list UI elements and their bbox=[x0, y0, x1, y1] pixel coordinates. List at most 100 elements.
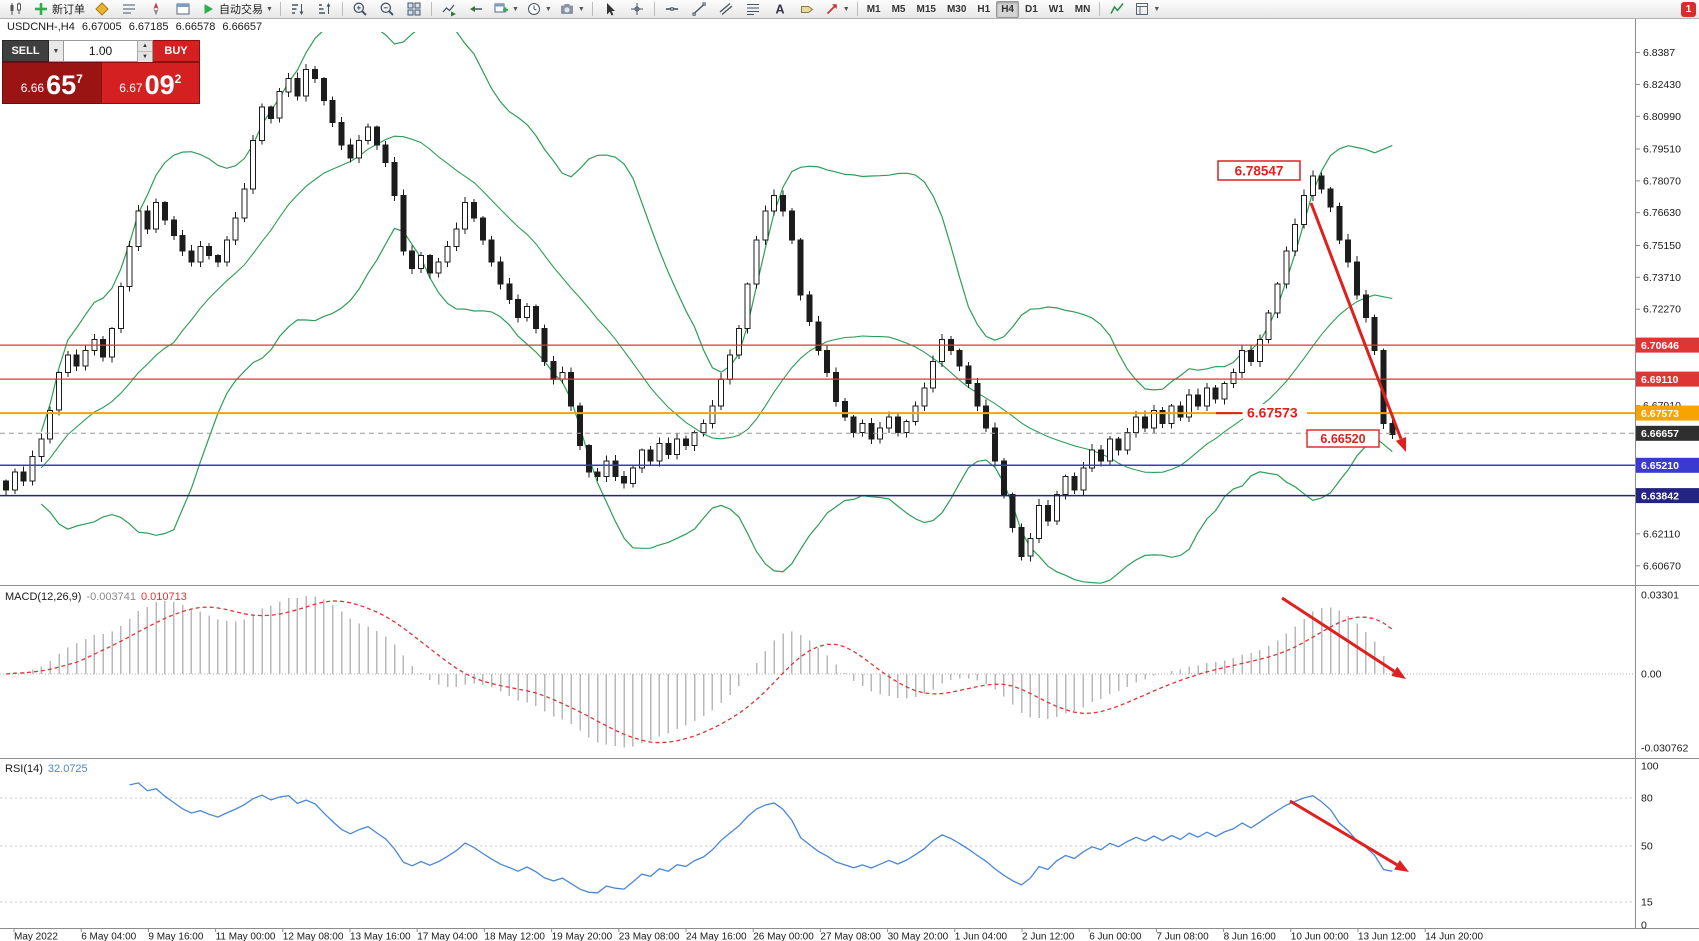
toolbar-separator bbox=[856, 2, 858, 16]
price-tag: 6.69110 bbox=[1636, 371, 1699, 387]
annotation-low-price[interactable]: 6.66520 bbox=[1306, 429, 1380, 448]
navigator-button[interactable] bbox=[143, 0, 169, 19]
timeframe-h4-button[interactable]: H4 bbox=[996, 0, 1019, 18]
volume-input[interactable] bbox=[64, 41, 137, 61]
order-type-dropdown[interactable]: ▼ bbox=[49, 40, 64, 62]
buy-button[interactable]: BUY bbox=[153, 40, 200, 62]
timeframe-m30-button[interactable]: M30 bbox=[946, 3, 967, 15]
buy-price-panel[interactable]: 6.67 09 2 bbox=[100, 62, 200, 104]
annotation-mid-price[interactable]: 6.67573 bbox=[1216, 404, 1307, 421]
auto-scroll-button[interactable] bbox=[436, 0, 462, 19]
zoom-out-button[interactable] bbox=[374, 0, 400, 19]
time-axis-label: 1 Jun 04:00 bbox=[955, 932, 1008, 941]
fibonacci-icon bbox=[745, 1, 761, 17]
chart-symbol: USDCNH-,H4 bbox=[7, 21, 75, 33]
price-axis-label: 6.62110 bbox=[1643, 528, 1680, 540]
new-window-button[interactable]: ▼ bbox=[490, 0, 522, 19]
new-chart-button[interactable] bbox=[3, 0, 29, 19]
annotation-peak-price[interactable]: 6.78547 bbox=[1217, 160, 1301, 181]
ohlc-open: 6.67005 bbox=[81, 21, 122, 33]
macd-signal-line[interactable] bbox=[5, 600, 1393, 744]
text-button[interactable]: A bbox=[767, 0, 793, 19]
zoom-out-icon bbox=[379, 1, 395, 17]
hline-icon bbox=[664, 1, 680, 17]
arrows-button[interactable]: ▼ bbox=[821, 0, 853, 19]
arrange-ascending-button[interactable] bbox=[312, 0, 338, 19]
trend-arrow[interactable] bbox=[1309, 202, 1407, 452]
zoom-in-button[interactable] bbox=[347, 0, 373, 19]
rsi-panel bbox=[0, 782, 1635, 903]
time-axis-label: 12 May 08:00 bbox=[283, 932, 344, 941]
timeframe-h1-button[interactable]: H1 bbox=[977, 3, 991, 15]
time-scale: May 2022 6 May 04:00 9 May 16:00 11 May 00:… bbox=[13, 928, 1483, 941]
diamond-icon bbox=[94, 1, 110, 17]
time-axis-label: 24 May 16:00 bbox=[686, 932, 747, 941]
price-axis-label: 6.8387 bbox=[1643, 47, 1675, 59]
price-tag: 6.70646 bbox=[1636, 337, 1699, 353]
time-axis-label: 26 May 00:00 bbox=[753, 932, 814, 941]
toolbar-separator bbox=[1099, 2, 1101, 16]
timeframe-d1-button[interactable]: D1 bbox=[1025, 3, 1038, 15]
sell-button[interactable]: SELL bbox=[2, 40, 49, 62]
cursor-button[interactable] bbox=[597, 0, 623, 19]
favorites-button[interactable] bbox=[89, 0, 115, 19]
time-axis-label: May 2022 bbox=[14, 932, 58, 941]
new-order-button[interactable]: 新订单 bbox=[30, 0, 88, 19]
clock-icon bbox=[526, 1, 542, 17]
rsi-line[interactable] bbox=[129, 782, 1393, 894]
notification-badge[interactable]: 1 bbox=[1681, 1, 1696, 17]
timeframe-m1-button[interactable]: M1 bbox=[866, 3, 881, 15]
macd-value-signal: 0.010713 bbox=[140, 591, 187, 603]
label-button[interactable] bbox=[794, 0, 820, 19]
chart-background bbox=[0, 19, 1699, 941]
time-axis-label: 18 May 12:00 bbox=[484, 932, 545, 941]
indicators-button[interactable] bbox=[1104, 0, 1130, 19]
timeframe-mn-button[interactable]: MN bbox=[1074, 3, 1091, 15]
channel-button[interactable] bbox=[713, 0, 739, 19]
snapshot-button[interactable]: ▼ bbox=[556, 0, 588, 19]
macd-axis-label: 0.00 bbox=[1641, 669, 1662, 681]
templates-button[interactable]: ▼ bbox=[1131, 0, 1163, 19]
svg-text:6.70646: 6.70646 bbox=[1641, 340, 1679, 352]
horizontal-line-button[interactable] bbox=[659, 0, 685, 19]
arrange-descending-button[interactable] bbox=[285, 0, 311, 19]
bollinger-upper-band[interactable] bbox=[40, 21, 1393, 432]
terminal-button[interactable] bbox=[170, 0, 196, 19]
sell-price-panel[interactable]: 6.66 65 7 bbox=[2, 62, 101, 104]
rsi-axis-label: 0 bbox=[1641, 920, 1647, 932]
price-axis-label: 6.76630 bbox=[1643, 207, 1681, 219]
refresh-button[interactable]: ▼ bbox=[523, 0, 555, 19]
trendline-button[interactable] bbox=[686, 0, 712, 19]
svg-text:6.66520: 6.66520 bbox=[1320, 432, 1365, 446]
trend-arrow[interactable] bbox=[1281, 596, 1406, 679]
new-window-icon bbox=[493, 1, 509, 17]
time-axis-label: 30 May 20:00 bbox=[888, 932, 949, 941]
autotrade-button[interactable]: 自动交易 ▼ bbox=[197, 0, 276, 19]
rsi-axis-label: 80 bbox=[1641, 793, 1653, 805]
trend-arrow[interactable] bbox=[1289, 799, 1409, 872]
volume-spinner: ▲ ▼ bbox=[137, 41, 152, 62]
zoom-in-icon bbox=[352, 1, 368, 17]
crosshair-button[interactable] bbox=[624, 0, 650, 19]
bollinger-lower-band[interactable] bbox=[40, 227, 1393, 584]
svg-text:6.67573: 6.67573 bbox=[1641, 408, 1679, 420]
sort-asc-icon bbox=[317, 1, 333, 17]
price-tag: 6.65210 bbox=[1636, 457, 1699, 473]
price-axis-label: 6.80990 bbox=[1643, 111, 1681, 123]
chevron-down-icon: ▼ bbox=[266, 5, 273, 13]
fibonacci-button[interactable] bbox=[740, 0, 766, 19]
tile-windows-button[interactable] bbox=[401, 0, 427, 19]
timeframe-m15-button[interactable]: M15 bbox=[916, 3, 936, 15]
price-axis-label: 6.82430 bbox=[1643, 79, 1681, 91]
timeframe-m5-button[interactable]: M5 bbox=[891, 3, 906, 15]
price-axis-label: 6.72270 bbox=[1643, 304, 1681, 316]
market-watch-button[interactable] bbox=[116, 0, 142, 19]
bollinger-middle-band[interactable] bbox=[40, 135, 1393, 473]
chart-shift-button[interactable] bbox=[463, 0, 489, 19]
svg-text:6.67573: 6.67573 bbox=[1247, 405, 1298, 421]
volume-decrease-button[interactable]: ▼ bbox=[138, 52, 152, 62]
timeframe-w1-button[interactable]: W1 bbox=[1048, 3, 1064, 15]
rsi-axis-label: 50 bbox=[1641, 841, 1653, 853]
volume-increase-button[interactable]: ▲ bbox=[138, 41, 152, 52]
